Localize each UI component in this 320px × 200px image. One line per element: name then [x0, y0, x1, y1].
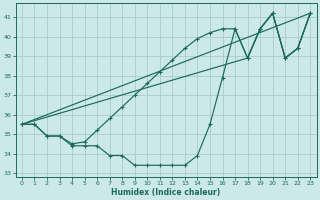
X-axis label: Humidex (Indice chaleur): Humidex (Indice chaleur): [111, 188, 221, 197]
